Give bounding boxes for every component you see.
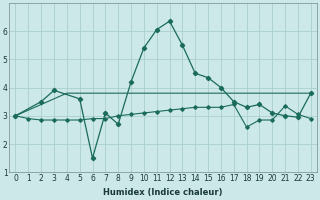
X-axis label: Humidex (Indice chaleur): Humidex (Indice chaleur) xyxy=(103,188,223,197)
